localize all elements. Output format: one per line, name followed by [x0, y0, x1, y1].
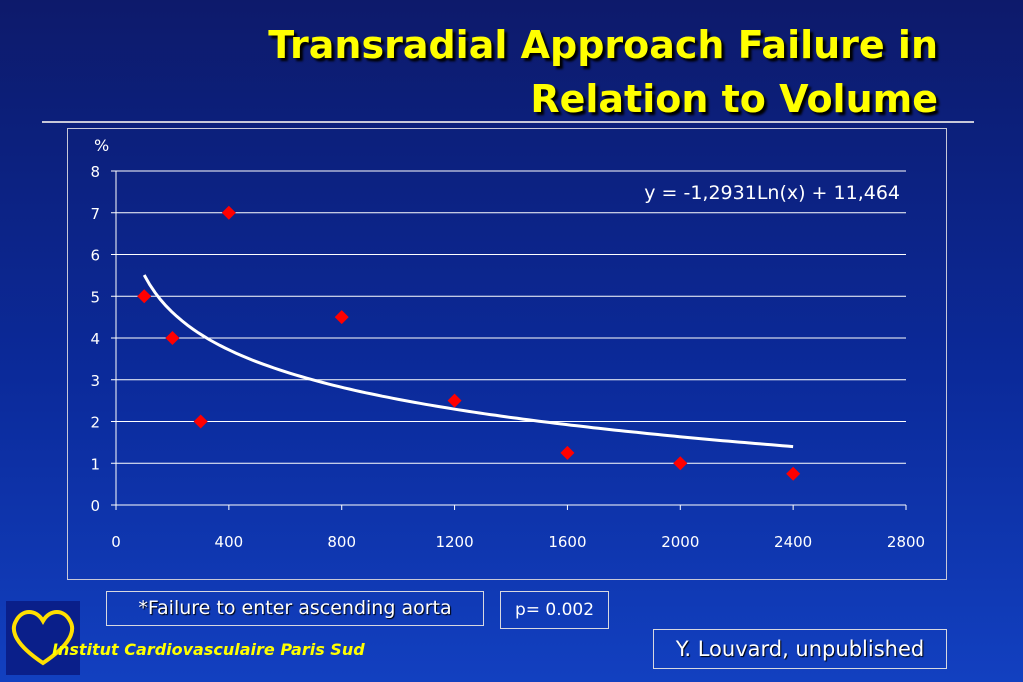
y-axis-label: %: [94, 136, 109, 155]
x-tick-label: 2000: [661, 533, 699, 551]
institution-name: Institut Cardiovasculaire Paris Sud: [52, 640, 365, 659]
data-point: [447, 393, 462, 408]
y-tick-label: 8: [90, 163, 100, 181]
y-tick-label: 6: [90, 247, 100, 265]
x-tick-label: 1600: [548, 533, 586, 551]
slide-title-line-1: Transradial Approach Failure in: [268, 23, 938, 67]
author-credit-box: Y. Louvard, unpublished: [653, 629, 947, 669]
y-tick-label: 7: [90, 205, 100, 223]
data-point: [560, 445, 575, 460]
y-tick-label: 5: [90, 288, 100, 306]
y-tick-label: 0: [90, 497, 100, 515]
y-tick-label: 4: [90, 330, 100, 348]
trendline: [142, 274, 794, 449]
x-tick-label: 0: [111, 533, 121, 551]
data-point: [137, 289, 152, 304]
scatter-chart: 0 1 2 3 4 5 6 7 8 0 400 800 1200 1600 2000 2400 2800% y =…: [90, 136, 925, 551]
y-tick-label: 3: [90, 372, 100, 390]
x-tick-label: 2800: [887, 533, 925, 551]
chart-frame: 0 1 2 3 4 5 6 7 8 0 400 800 1200 1600 2000 2400 2800% y =…: [67, 128, 947, 580]
slide-title-line-2: Relation to Volume: [530, 77, 938, 121]
x-tick-label: 1200: [435, 533, 473, 551]
institution-logo: [6, 601, 80, 675]
data-point: [334, 310, 349, 325]
data-point: [193, 414, 208, 429]
slide-title: Transradial Approach Failure in Relation…: [138, 18, 938, 126]
y-tick-label: 1: [90, 455, 100, 473]
title-divider: [42, 121, 974, 123]
trendline-equation: y = -1,2931Ln(x) + 11,464: [644, 182, 900, 204]
p-value-box: p= 0.002: [500, 591, 609, 629]
x-tick-label: 2400: [774, 533, 812, 551]
x-tick-label: 800: [327, 533, 356, 551]
data-point: [221, 205, 236, 220]
data-point: [165, 331, 180, 345]
footnote-box: *Failure to enter ascending aorta: [106, 591, 484, 626]
heart-logo-icon: [11, 610, 75, 666]
data-point: [786, 466, 801, 481]
y-tick-label: 2: [90, 414, 100, 432]
x-tick-label: 400: [215, 533, 244, 551]
data-point: [673, 456, 688, 471]
